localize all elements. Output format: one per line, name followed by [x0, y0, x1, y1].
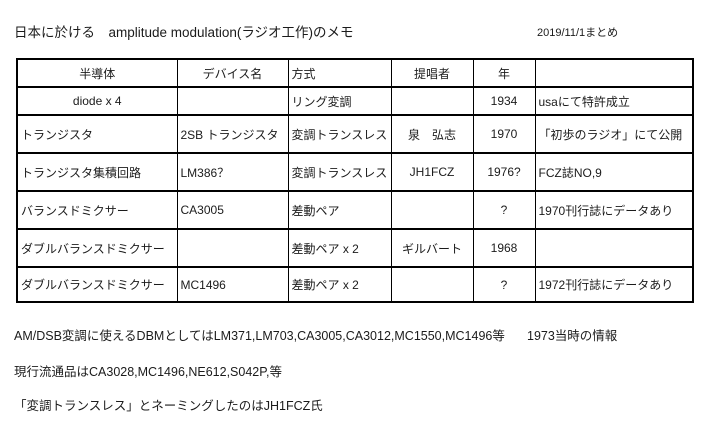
cell-device-name: MC1496	[176, 266, 289, 303]
cell-method: 差動ペア	[287, 190, 392, 230]
cell-year: 1970	[472, 114, 536, 154]
note-dbm-list: AM/DSB変調に使えるDBMとしてはLM371,LM703,CA3005,CA…	[14, 329, 505, 343]
cell-semiconductor: ダブルバランスドミクサー	[16, 266, 178, 303]
cell-method: 変調トランスレス	[287, 152, 392, 192]
table-row: バランスドミクサー CA3005 差動ペア ? 1970刊行誌にデータあり	[16, 190, 694, 230]
cell-semiconductor: ダブルバランスドミクサー	[16, 228, 178, 268]
cell-semiconductor: バランスドミクサー	[16, 190, 178, 230]
cell-proposer	[390, 266, 474, 303]
cell-method: リング変調	[287, 86, 392, 116]
header-proposer: 提唱者	[390, 58, 474, 88]
cell-method: 差動ペア x 2	[287, 228, 392, 268]
cell-device-name: CA3005	[176, 190, 289, 230]
cell-method: 変調トランスレス	[287, 114, 392, 154]
header-device-name: デバイス名	[176, 58, 289, 88]
cell-device-name	[176, 86, 289, 116]
cell-proposer	[390, 190, 474, 230]
cell-device-name: LM386？	[176, 152, 289, 192]
note-1973-info: 1973当時の情報	[527, 329, 618, 343]
header-method: 方式	[287, 58, 392, 88]
cell-proposer: JH1FCZ	[390, 152, 474, 192]
cell-year: ?	[472, 190, 536, 230]
cell-method: 差動ペア x 2	[287, 266, 392, 303]
table-row: diode x 4 リング変調 1934 usaにて特許成立	[16, 86, 694, 116]
cell-semiconductor: トランジスタ	[16, 114, 178, 154]
cell-year: 1968	[472, 228, 536, 268]
cell-remarks: 1972刊行誌にデータあり	[534, 266, 694, 303]
cell-semiconductor: diode x 4	[16, 86, 178, 116]
cell-year: 1934	[472, 86, 536, 116]
cell-semiconductor: トランジスタ集積回路	[16, 152, 178, 192]
table-header-row: 半導体 デバイス名 方式 提唱者 年	[16, 58, 694, 88]
cell-proposer: 泉 弘志	[390, 114, 474, 154]
note-naming: 「変調トランスレス」とネーミングしたのはJH1FCZ氏	[14, 399, 323, 413]
table-row: トランジスタ 2SB トランジスタ 変調トランスレス 泉 弘志 1970 「初歩…	[16, 114, 694, 154]
cell-proposer	[390, 86, 474, 116]
table-row: トランジスタ集積回路 LM386？ 変調トランスレス JH1FCZ 1976? …	[16, 152, 694, 192]
cell-remarks: FCZ誌NO,9	[534, 152, 694, 192]
cell-device-name	[176, 228, 289, 268]
header-year: 年	[472, 58, 536, 88]
header-semiconductor: 半導体	[16, 58, 178, 88]
page-title: 日本に於ける amplitude modulation(ラジオ工作)のメモ	[14, 25, 354, 40]
am-modulation-table: 半導体 デバイス名 方式 提唱者 年 diode x 4 リング変調 1934 …	[16, 58, 694, 303]
cell-remarks: 「初歩のラジオ」にて公開	[534, 114, 694, 154]
note-current-parts: 現行流通品はCA3028,MC1496,NE612,S042P,等	[14, 365, 282, 379]
cell-remarks	[534, 228, 694, 268]
cell-year: 1976?	[472, 152, 536, 192]
table-row: ダブルバランスドミクサー MC1496 差動ペア x 2 ? 1972刊行誌にデ…	[16, 266, 694, 303]
cell-remarks: 1970刊行誌にデータあり	[534, 190, 694, 230]
cell-remarks: usaにて特許成立	[534, 86, 694, 116]
date-note: 2019/11/1まとめ	[537, 27, 619, 39]
table-row: ダブルバランスドミクサー 差動ペア x 2 ギルバート 1968	[16, 228, 694, 268]
cell-year: ?	[472, 266, 536, 303]
header-remarks	[534, 58, 694, 88]
cell-device-name: 2SB トランジスタ	[176, 114, 289, 154]
cell-proposer: ギルバート	[390, 228, 474, 268]
